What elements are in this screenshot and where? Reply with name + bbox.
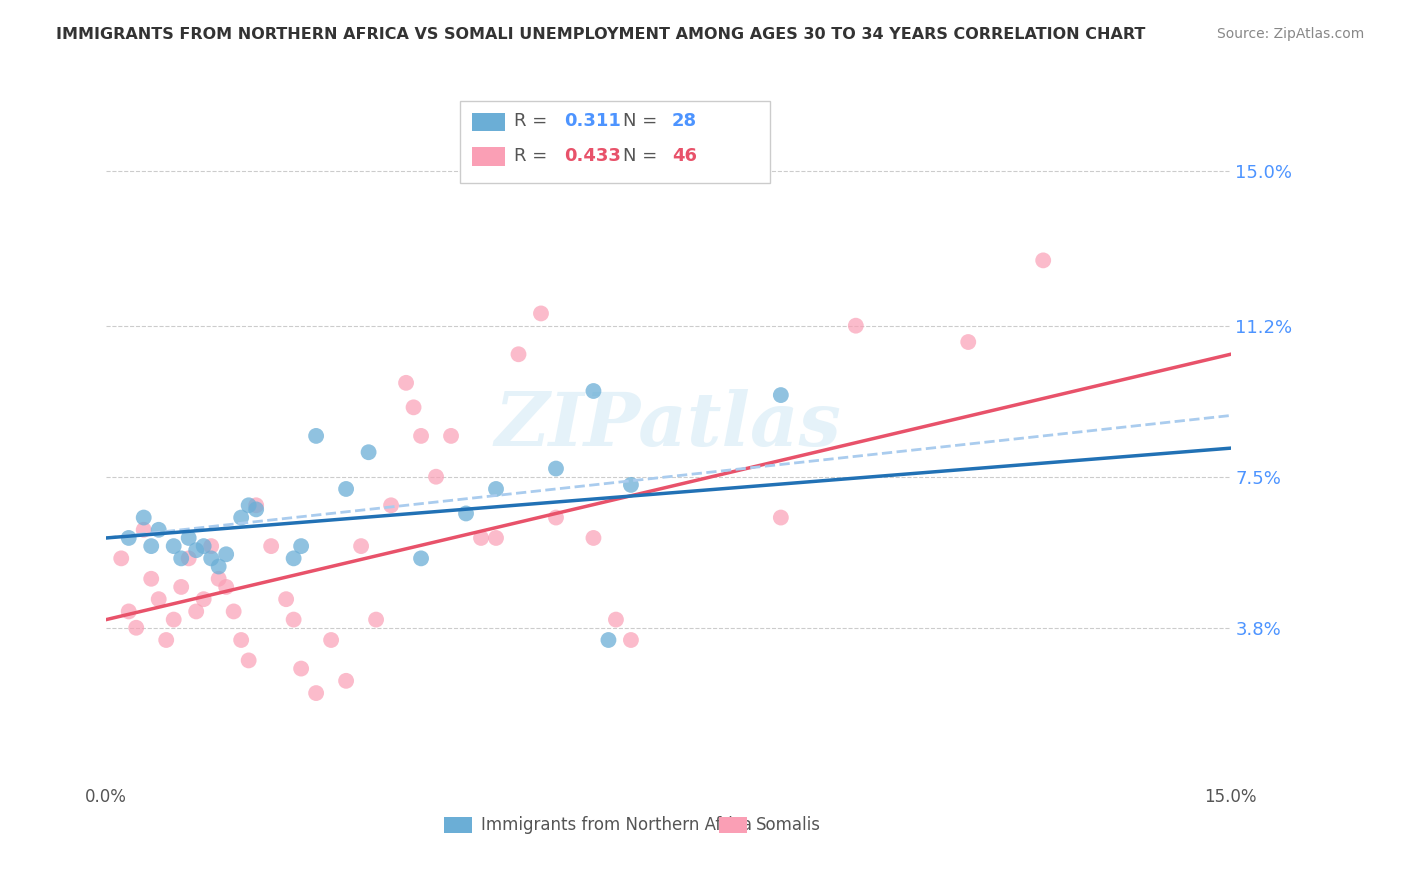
Point: [215, 547, 238, 561]
Point: [118, 604, 141, 618]
Point: [544, 461, 567, 475]
Point: [409, 429, 432, 443]
Point: [193, 539, 215, 553]
Point: [231, 632, 253, 647]
Point: [305, 686, 328, 700]
Point: [177, 551, 200, 566]
Point: [470, 531, 492, 545]
Point: [335, 482, 357, 496]
Point: [238, 653, 260, 667]
Point: [155, 632, 177, 647]
Point: [245, 498, 267, 512]
Point: [357, 445, 380, 459]
Point: [163, 613, 186, 627]
Text: R =: R =: [515, 112, 554, 130]
Point: [141, 539, 163, 553]
Point: [125, 621, 148, 635]
Point: [118, 531, 141, 545]
FancyBboxPatch shape: [471, 147, 505, 166]
Text: Source: ZipAtlas.com: Source: ZipAtlas.com: [1216, 27, 1364, 41]
Point: [485, 531, 508, 545]
Point: [170, 580, 193, 594]
Point: [290, 662, 312, 676]
Text: Immigrants from Northern Africa: Immigrants from Northern Africa: [481, 816, 752, 834]
Point: [1032, 253, 1054, 268]
Point: [395, 376, 418, 390]
Text: 46: 46: [672, 146, 697, 165]
Text: 0.311: 0.311: [564, 112, 620, 130]
Point: [620, 478, 643, 492]
Text: ZIPatlas: ZIPatlas: [495, 390, 842, 462]
Point: [208, 572, 231, 586]
Point: [508, 347, 530, 361]
Point: [319, 632, 342, 647]
Point: [283, 551, 305, 566]
Point: [425, 469, 447, 483]
Point: [283, 613, 305, 627]
Point: [350, 539, 373, 553]
Point: [544, 510, 567, 524]
Text: 28: 28: [672, 112, 697, 130]
Point: [186, 543, 208, 558]
FancyBboxPatch shape: [471, 112, 505, 131]
Point: [620, 632, 643, 647]
Point: [110, 551, 132, 566]
Point: [245, 502, 267, 516]
Point: [582, 531, 605, 545]
Point: [485, 482, 508, 496]
Point: [186, 604, 208, 618]
Point: [193, 592, 215, 607]
Point: [148, 592, 170, 607]
Point: [845, 318, 868, 333]
Point: [290, 539, 312, 553]
Text: R =: R =: [515, 146, 554, 165]
Point: [582, 384, 605, 398]
Point: [231, 510, 253, 524]
Point: [200, 551, 222, 566]
Text: Somalis: Somalis: [756, 816, 821, 834]
Text: N =: N =: [623, 112, 664, 130]
Point: [200, 539, 222, 553]
Point: [598, 632, 620, 647]
Point: [409, 551, 432, 566]
Point: [454, 507, 477, 521]
Point: [170, 551, 193, 566]
Point: [163, 539, 186, 553]
Text: IMMIGRANTS FROM NORTHERN AFRICA VS SOMALI UNEMPLOYMENT AMONG AGES 30 TO 34 YEARS: IMMIGRANTS FROM NORTHERN AFRICA VS SOMAL…: [56, 27, 1146, 42]
Text: N =: N =: [623, 146, 664, 165]
Point: [177, 531, 200, 545]
Point: [335, 673, 357, 688]
Point: [402, 401, 425, 415]
FancyBboxPatch shape: [443, 817, 471, 833]
FancyBboxPatch shape: [718, 817, 747, 833]
Point: [305, 429, 328, 443]
Point: [380, 498, 402, 512]
Point: [769, 388, 792, 402]
Point: [215, 580, 238, 594]
Point: [957, 334, 980, 349]
Point: [208, 559, 231, 574]
Point: [141, 572, 163, 586]
Point: [148, 523, 170, 537]
Point: [238, 498, 260, 512]
Point: [440, 429, 463, 443]
Point: [132, 510, 155, 524]
Point: [769, 510, 792, 524]
Point: [222, 604, 245, 618]
Point: [530, 306, 553, 320]
Point: [364, 613, 387, 627]
FancyBboxPatch shape: [460, 101, 769, 183]
Point: [132, 523, 155, 537]
Point: [276, 592, 298, 607]
Point: [260, 539, 283, 553]
Text: 0.433: 0.433: [564, 146, 620, 165]
Point: [605, 613, 627, 627]
